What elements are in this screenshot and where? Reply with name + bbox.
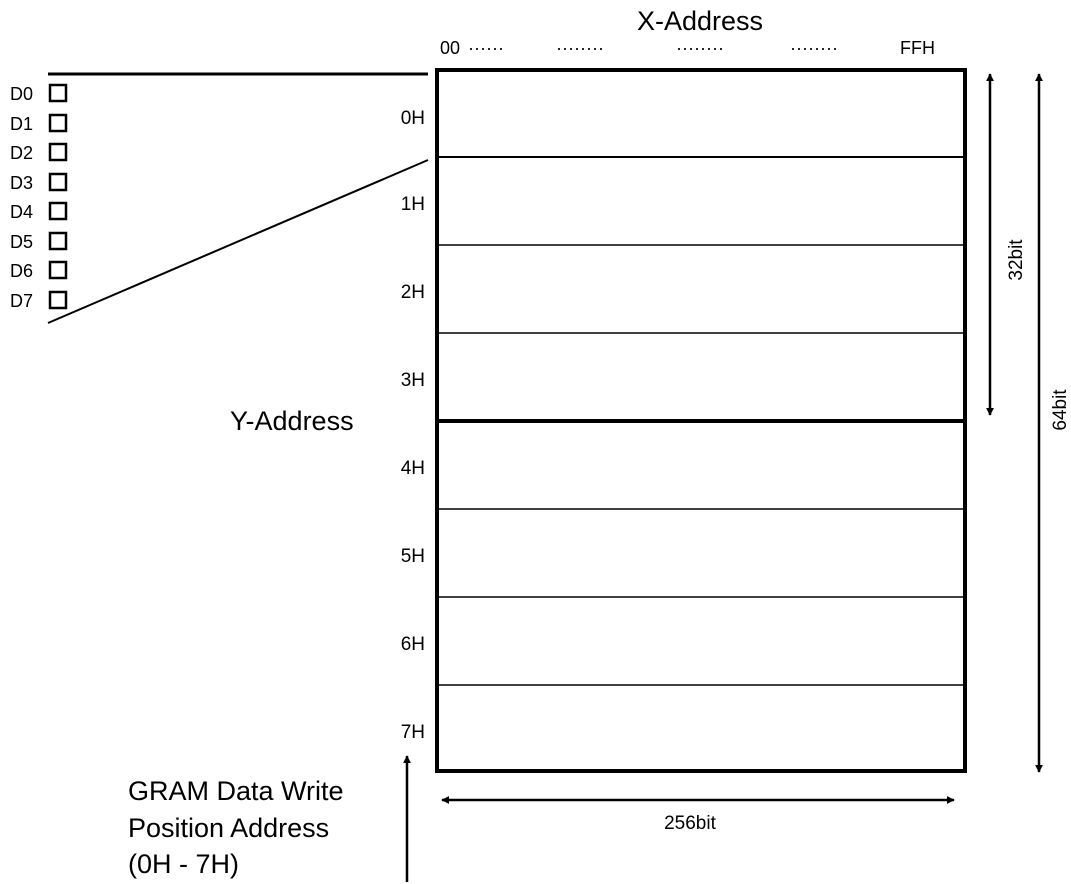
x-address-title: X-Address [637,6,763,36]
data-bit-box [48,142,68,162]
data-bit-column: D0 D1 D2 D3 D4 D5 D6 D7 [10,83,68,311]
data-bit-box [48,113,68,133]
y-address-title: Y-Address [230,406,354,436]
page-label: 3H [401,370,425,391]
dimension-label-32bit: 32bit [1006,239,1027,281]
x-address-dots-3: ········ [676,38,724,58]
data-bit-label: D3 [10,173,33,193]
x-address-dots-4: ········ [790,38,838,58]
data-bit-label: D1 [10,114,33,134]
caption-line-3: (0H - 7H) [128,849,239,879]
page-label: 6H [401,634,425,655]
dimension-label-256bit: 256bit [664,813,716,834]
data-bit-label: D5 [10,232,33,252]
data-bit-box [48,290,68,310]
x-address-dots-2: ········ [556,38,604,58]
caption-line-1: GRAM Data Write [128,776,344,806]
expansion-line-bottom [47,159,429,324]
data-bit-box [48,260,68,280]
data-bit-box [48,172,68,192]
data-bit-label: D2 [10,143,33,163]
page-label: 4H [401,458,425,479]
dimension-label-64bit: 64bit [1050,389,1071,431]
data-bit-label: D7 [10,291,33,311]
page-label: 5H [401,546,425,567]
data-bit-label: D4 [10,202,33,222]
gram-memory-block [435,68,967,773]
x-address-end-label: FFH [900,38,935,58]
data-bit-box [48,231,68,251]
data-bit-label: D6 [10,261,33,281]
page-label: 7H [401,722,425,743]
x-address-start-label: 00 [440,38,460,58]
data-bit-label: D0 [10,84,33,104]
page-label: 1H [401,194,425,215]
data-bit-box [48,201,68,221]
x-address-dots-1: ······ [468,38,504,58]
page-label: 0H [401,108,425,129]
caption-line-2: Position Address [128,813,329,843]
data-bit-box [48,83,68,103]
page-label: 2H [401,282,425,303]
